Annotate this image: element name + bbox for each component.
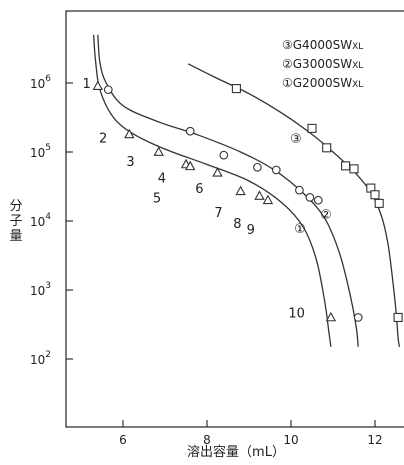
x-tick-label: 12 — [367, 433, 382, 447]
curve-2 — [97, 34, 359, 347]
square-marker — [393, 312, 403, 323]
y-tick-label: 104 — [30, 212, 51, 229]
circle-marker — [103, 85, 113, 95]
point-label: 9 — [247, 223, 255, 238]
triangle-marker — [235, 185, 246, 196]
circle-marker — [253, 162, 262, 172]
markers — [92, 80, 403, 323]
y-tick-label: 106 — [30, 74, 51, 91]
triangle-marker — [254, 190, 265, 200]
triangle-marker — [153, 146, 164, 156]
plot-frame — [65, 10, 404, 428]
square-marker — [307, 123, 317, 133]
legend-entry: ③G4000SWXL — [282, 38, 363, 52]
square-marker — [374, 198, 384, 208]
y-axis-title: 分子量 — [9, 199, 22, 244]
point-label: 10 — [288, 306, 305, 321]
y-axis: 106 105 104 103 102 — [30, 74, 73, 367]
x-axis-title: 溶出容量（mL） — [187, 444, 285, 460]
point-label: 1 — [83, 77, 91, 92]
x-tick-label: 10 — [283, 433, 298, 447]
legend-entry: ①G2000SWXL — [282, 76, 363, 90]
triangle-marker — [212, 167, 223, 177]
curve-3 — [187, 63, 401, 347]
point-label: 6 — [195, 182, 203, 197]
curve-label-2: ② — [320, 208, 332, 223]
point-label: 8 — [233, 217, 241, 232]
point-labels: 1 2 3 4 5 678 9 10 ①② ③ — [83, 77, 332, 321]
point-label: 2 — [99, 131, 107, 146]
point-label: 5 — [153, 191, 161, 206]
point-label: 3 — [126, 155, 134, 170]
circle-marker — [219, 150, 229, 160]
x-tick-label: 6 — [119, 433, 127, 447]
x-axis: 6 8 10 12 — [119, 420, 383, 447]
y-tick-label: 102 — [30, 350, 51, 367]
square-marker — [231, 84, 241, 94]
square-marker — [341, 161, 351, 171]
triangle-marker — [325, 311, 337, 322]
square-marker — [370, 190, 380, 200]
curve-1 — [92, 34, 332, 347]
x-tick-label: 8 — [203, 433, 211, 447]
curve-label-3: ③ — [290, 132, 302, 147]
legend-entry: ②G3000SWXL — [282, 57, 363, 71]
square-marker — [322, 143, 332, 153]
triangle-marker — [262, 194, 274, 205]
circle-marker — [271, 165, 281, 175]
curves — [92, 34, 401, 347]
triangle-marker — [124, 128, 135, 139]
y-tick-label: 103 — [30, 281, 51, 298]
triangle-marker — [184, 160, 196, 171]
circle-marker — [185, 126, 195, 136]
point-label: 4 — [158, 171, 166, 186]
circle-marker — [305, 193, 315, 202]
circle-marker — [295, 185, 304, 195]
point-label: 7 — [214, 206, 222, 221]
circle-marker — [313, 195, 323, 205]
circle-marker — [353, 313, 363, 322]
square-marker — [349, 164, 359, 174]
y-tick-label: 105 — [30, 143, 51, 160]
triangle-marker — [92, 80, 104, 91]
svg-text:分子量: 分子量 — [9, 199, 22, 244]
legend: ③G4000SWXL ②G3000SWXL ①G2000SWXL — [282, 38, 363, 90]
curve-label-1: ① — [294, 222, 306, 237]
